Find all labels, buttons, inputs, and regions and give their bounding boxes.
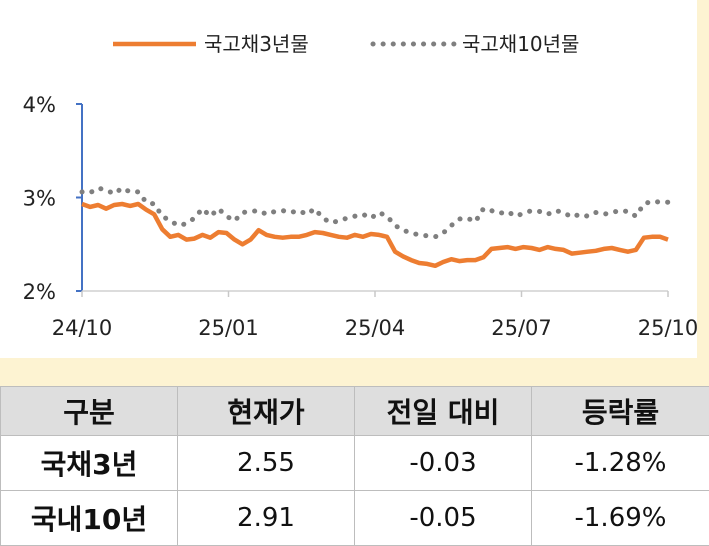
row-label: 국내10년 bbox=[1, 491, 178, 546]
x-tick-label: 25/07 bbox=[491, 316, 552, 340]
x-tick-label: 25/01 bbox=[198, 316, 259, 340]
bond-yield-chart: 2% 3% 4% 24/10 25/01 25/04 25/07 25/10 국고채3년물 국고채… bbox=[0, 0, 697, 358]
header-daily-change: 전일 대비 bbox=[355, 387, 532, 436]
x-tick-label: 24/10 bbox=[52, 316, 113, 340]
x-tick-label: 25/10 bbox=[638, 316, 697, 340]
legend-label-3y: 국고채3년물 bbox=[204, 32, 309, 56]
header-category: 구분 bbox=[1, 387, 178, 436]
background-band bbox=[0, 358, 709, 386]
daily-change-cell: -0.05 bbox=[355, 491, 532, 546]
table-header-row: 구분 현재가 전일 대비 등락률 bbox=[1, 387, 709, 436]
table-row: 국채3년 2.55 -0.03 -1.28% bbox=[1, 436, 709, 491]
daily-change-cell: -0.03 bbox=[355, 436, 532, 491]
current-price-cell: 2.55 bbox=[178, 436, 355, 491]
chart-panel: 2% 3% 4% 24/10 25/01 25/04 25/07 25/10 국고채3년물 국고채… bbox=[0, 0, 697, 358]
y-tick-label: 2% bbox=[23, 280, 56, 304]
header-current-price: 현재가 bbox=[178, 387, 355, 436]
row-label: 국채3년 bbox=[1, 436, 178, 491]
current-price-cell: 2.91 bbox=[178, 491, 355, 546]
series-line-3y bbox=[82, 204, 668, 266]
x-tick-label: 25/04 bbox=[345, 316, 406, 340]
header-change-rate: 등락률 bbox=[532, 387, 709, 436]
change-rate-cell: -1.28% bbox=[532, 436, 709, 491]
y-tick-label: 3% bbox=[23, 187, 56, 211]
table-row: 국내10년 2.91 -0.05 -1.69% bbox=[1, 491, 709, 546]
legend-label-10y: 국고채10년물 bbox=[462, 32, 579, 56]
change-rate-cell: -1.69% bbox=[532, 491, 709, 546]
y-tick-label: 4% bbox=[23, 93, 56, 117]
yield-table: 구분 현재가 전일 대비 등락률 국채3년 2.55 -0.03 -1.28% … bbox=[0, 386, 709, 546]
series-line-10y bbox=[82, 188, 668, 237]
